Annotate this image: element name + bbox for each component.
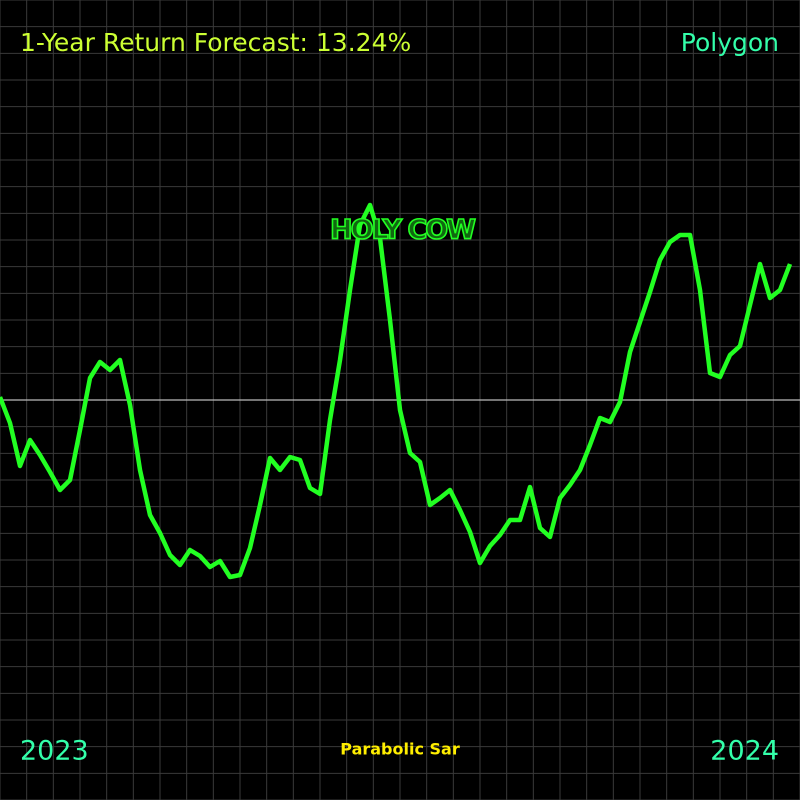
- price-line: [0, 202, 793, 580]
- chart-title: 1-Year Return Forecast: 13.24%: [20, 28, 411, 57]
- annotation: HOLY COW: [330, 215, 475, 246]
- plot: [0, 202, 793, 580]
- x-label-start: 2023: [20, 736, 89, 767]
- subtitle: Polygon: [681, 28, 779, 57]
- x-label-end: 2024: [710, 736, 779, 767]
- indicator-label: Parabolic Sar: [340, 740, 460, 759]
